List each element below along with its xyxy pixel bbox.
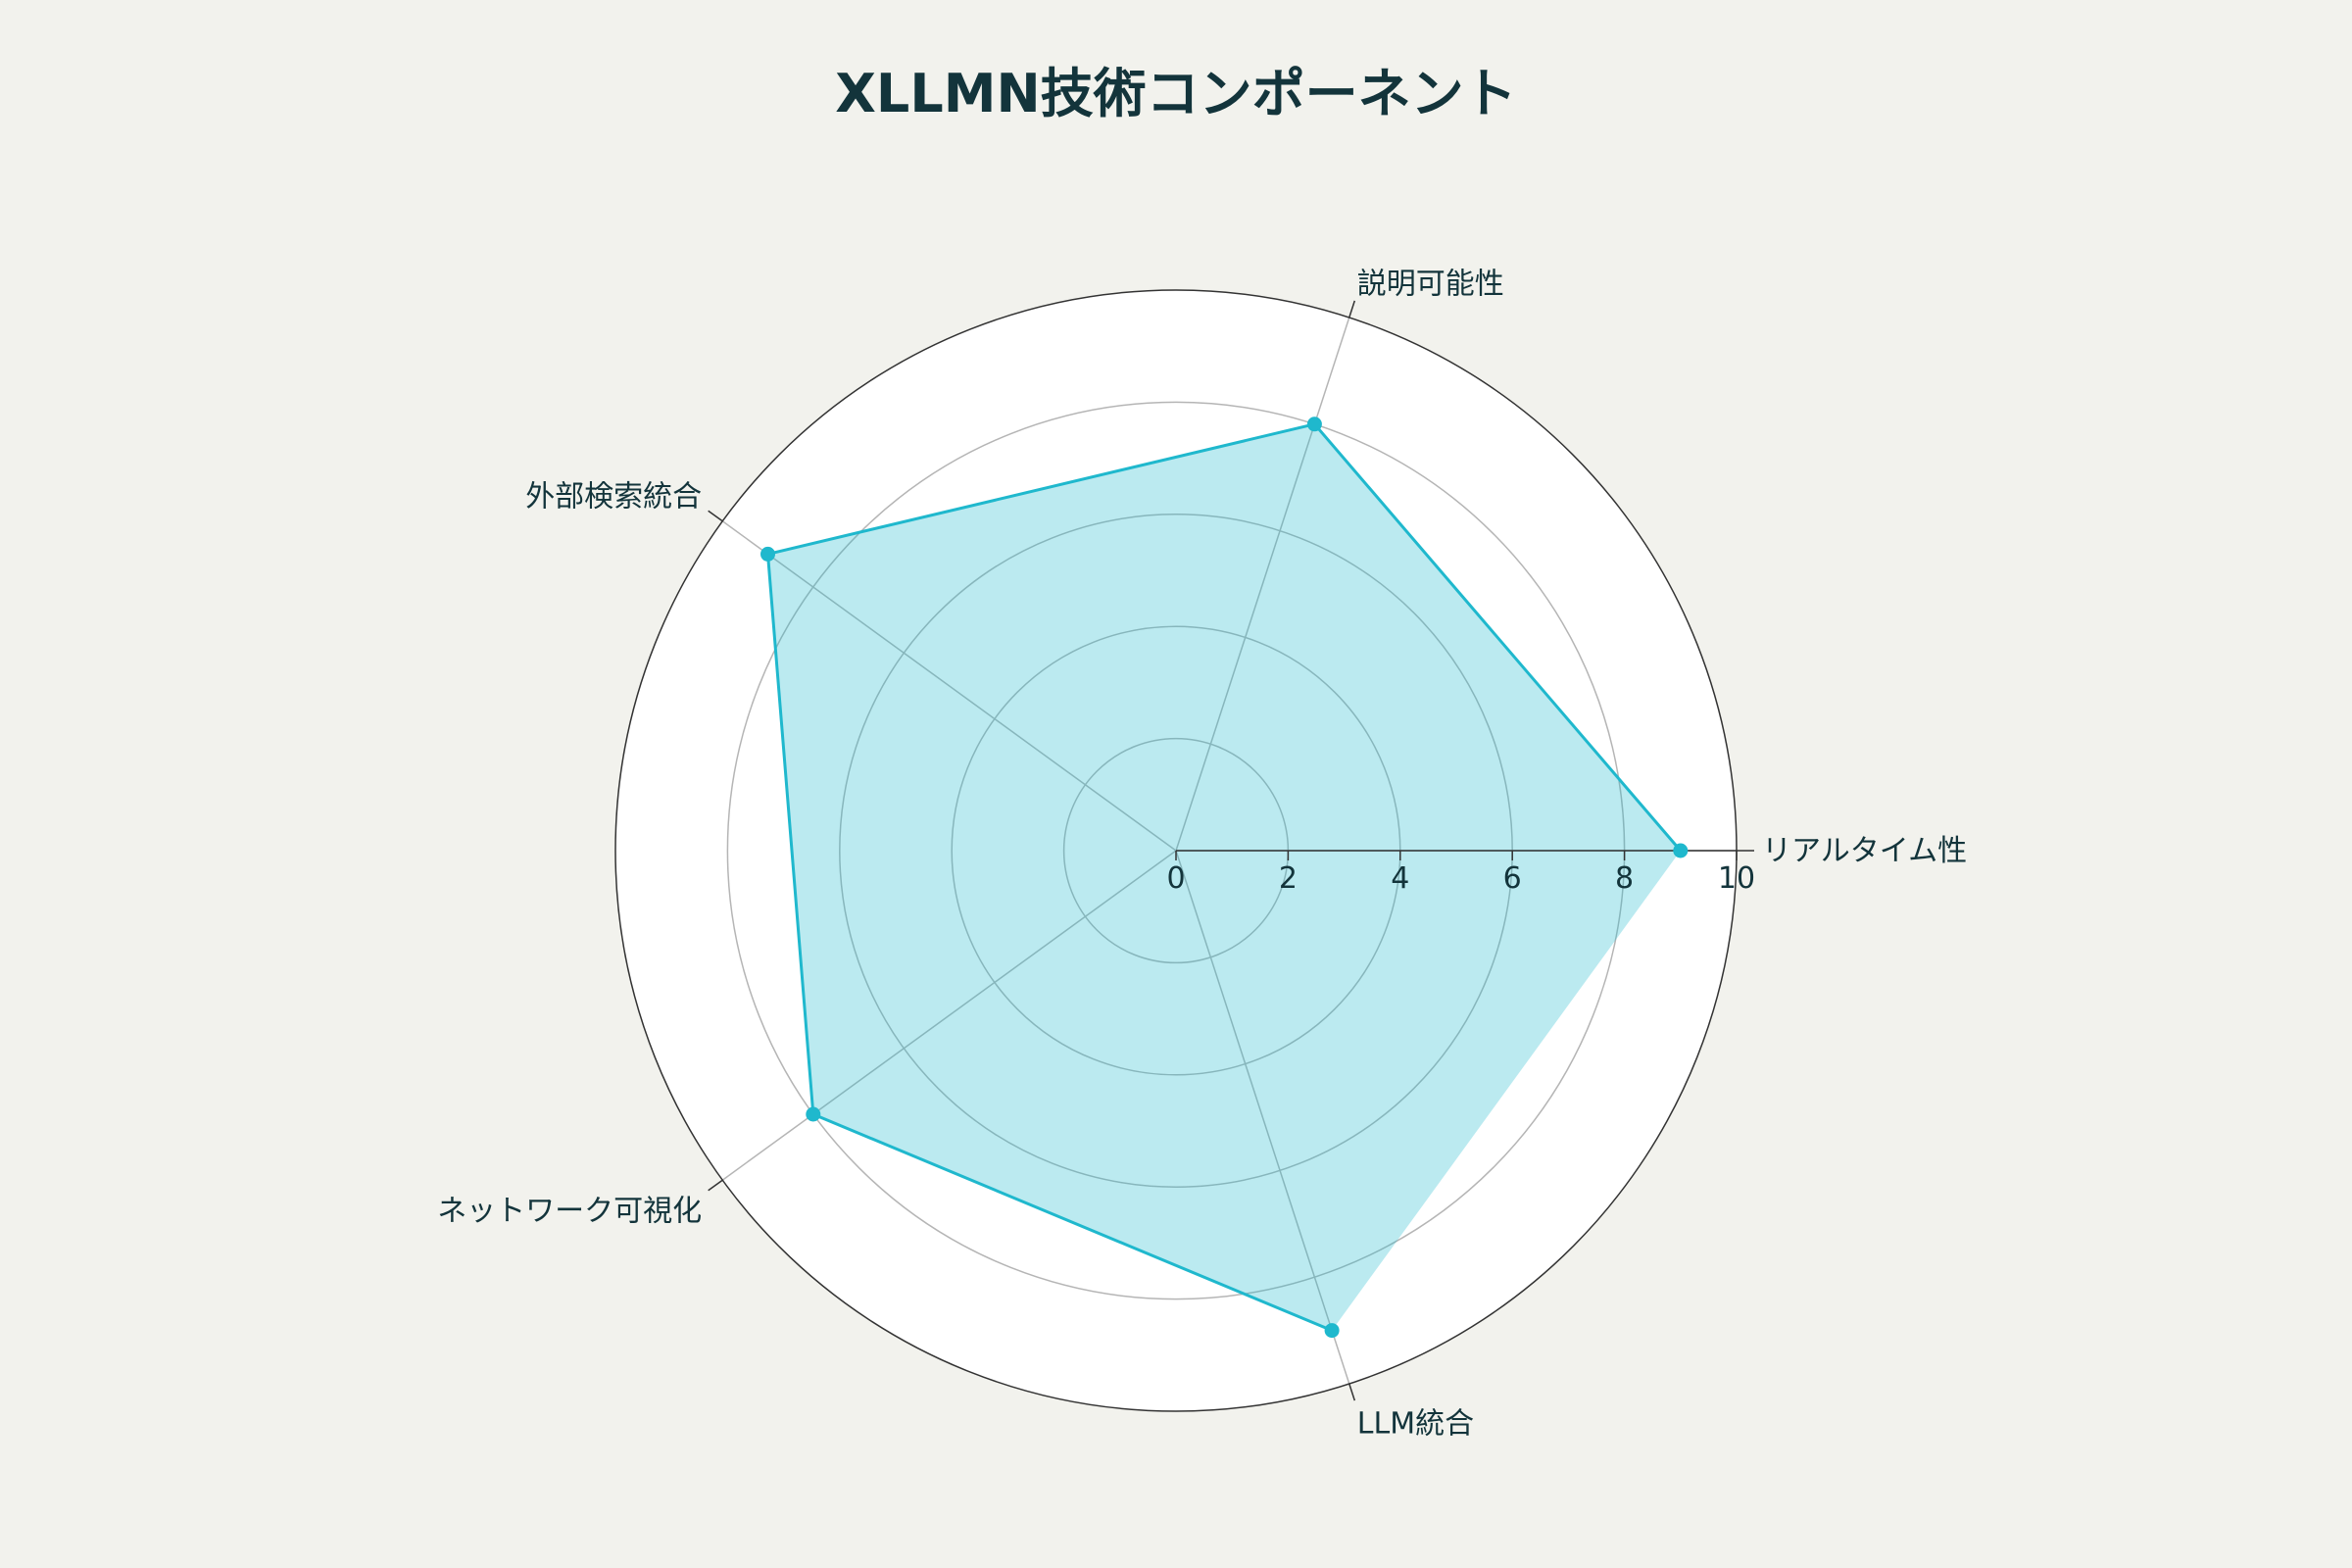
data-point-2 [760, 546, 775, 562]
angular-axis-label-4: LLM統合 [1357, 1407, 1474, 1442]
data-point-1 [1306, 416, 1322, 432]
angular-axis-label-1: 説明可能性 [1357, 267, 1504, 301]
chart-title: XLLMN技術コンポーネント [835, 63, 1516, 124]
angular-axis-label-3: ネットワーク可視化 [437, 1195, 702, 1229]
data-point-4 [1324, 1323, 1340, 1339]
radial-tick-label-0: 0 [1166, 861, 1185, 896]
spoke-2 [721, 520, 1177, 852]
spoke-1 [1175, 317, 1350, 852]
angular-tick-4 [1348, 1383, 1356, 1401]
radial-tick-label-2: 2 [1279, 861, 1298, 896]
data-point-3 [806, 1106, 821, 1122]
radial-tick-label-10: 10 [1718, 861, 1755, 896]
radial-tick-label-6: 6 [1503, 861, 1522, 896]
spoke-3 [721, 850, 1177, 1181]
angular-tick-2 [708, 510, 723, 522]
angular-axis-label-2: 外部検索統合 [525, 480, 702, 514]
data-point-0 [1673, 843, 1689, 858]
series-area [767, 423, 1681, 1331]
angular-axis-label-0: リアルタイム性 [1762, 834, 1967, 868]
spoke-4 [1175, 850, 1350, 1385]
angular-tick-3 [708, 1179, 723, 1192]
radial-tick-label-4: 4 [1391, 861, 1409, 896]
radial-tick-label-8: 8 [1615, 861, 1634, 896]
angular-tick-1 [1348, 300, 1356, 318]
